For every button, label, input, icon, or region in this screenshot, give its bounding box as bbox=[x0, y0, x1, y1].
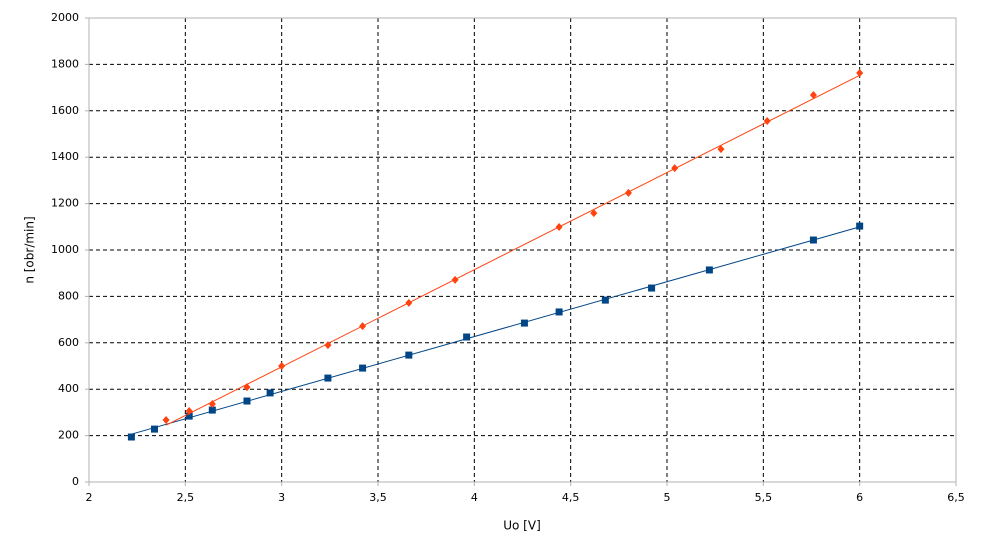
x-tick-label: 2,5 bbox=[177, 491, 195, 504]
y-tick-label: 1000 bbox=[51, 243, 79, 256]
x-tick-label: 2 bbox=[86, 491, 93, 504]
data-point bbox=[185, 412, 193, 420]
x-tick-label: 4,5 bbox=[562, 491, 580, 504]
data-point bbox=[520, 319, 528, 327]
data-point bbox=[324, 341, 332, 350]
data-point bbox=[763, 117, 771, 126]
data-point bbox=[717, 145, 725, 154]
data-point bbox=[266, 389, 274, 397]
x-tick-label: 6 bbox=[856, 491, 863, 504]
data-point bbox=[243, 397, 251, 405]
data-point bbox=[463, 333, 471, 341]
y-tick-label: 0 bbox=[72, 475, 79, 488]
x-tick-label: 6,5 bbox=[947, 491, 965, 504]
data-point bbox=[359, 322, 367, 331]
data-point bbox=[624, 188, 632, 197]
data-point bbox=[185, 407, 193, 416]
y-tick-label: 1400 bbox=[51, 150, 79, 163]
x-tick-label: 5,5 bbox=[755, 491, 773, 504]
y-tick-label: 1200 bbox=[51, 197, 79, 210]
data-point bbox=[671, 164, 679, 173]
y-axis-label: n [obr/min] bbox=[23, 216, 37, 283]
x-tick-label: 5 bbox=[664, 491, 671, 504]
data-point bbox=[208, 406, 216, 414]
data-point bbox=[162, 416, 170, 425]
y-tick-label: 400 bbox=[58, 382, 79, 395]
x-tick-label: 4 bbox=[471, 491, 478, 504]
data-point bbox=[809, 91, 817, 100]
data-point bbox=[809, 236, 817, 244]
plot-border bbox=[88, 17, 957, 483]
x-tick-label: 3,5 bbox=[369, 491, 387, 504]
data-point bbox=[856, 68, 864, 77]
y-tick-label: 800 bbox=[58, 289, 79, 302]
data-point bbox=[359, 364, 367, 372]
data-point bbox=[243, 383, 251, 392]
data-point bbox=[705, 266, 713, 274]
data-point bbox=[278, 362, 286, 370]
data-point bbox=[451, 275, 459, 284]
x-axis-label: Uo [V] bbox=[503, 519, 541, 533]
data-point bbox=[151, 425, 159, 433]
y-tick-label: 1600 bbox=[51, 104, 79, 117]
y-tick-label: 600 bbox=[58, 336, 79, 349]
data-point bbox=[405, 351, 413, 359]
data-point bbox=[648, 284, 656, 292]
x-tick-label: 3 bbox=[278, 491, 285, 504]
data-point bbox=[127, 433, 135, 441]
y-tick-label: 1800 bbox=[51, 57, 79, 70]
data-point bbox=[324, 374, 332, 382]
data-point bbox=[405, 298, 413, 307]
data-point bbox=[856, 222, 864, 230]
trend-line bbox=[131, 226, 860, 435]
data-point bbox=[555, 308, 563, 316]
y-tick-label: 200 bbox=[58, 429, 79, 442]
data-point bbox=[601, 296, 609, 304]
y-tick-label: 2000 bbox=[51, 11, 79, 24]
data-point bbox=[590, 209, 598, 218]
data-point bbox=[555, 223, 563, 232]
data-point bbox=[208, 400, 216, 409]
